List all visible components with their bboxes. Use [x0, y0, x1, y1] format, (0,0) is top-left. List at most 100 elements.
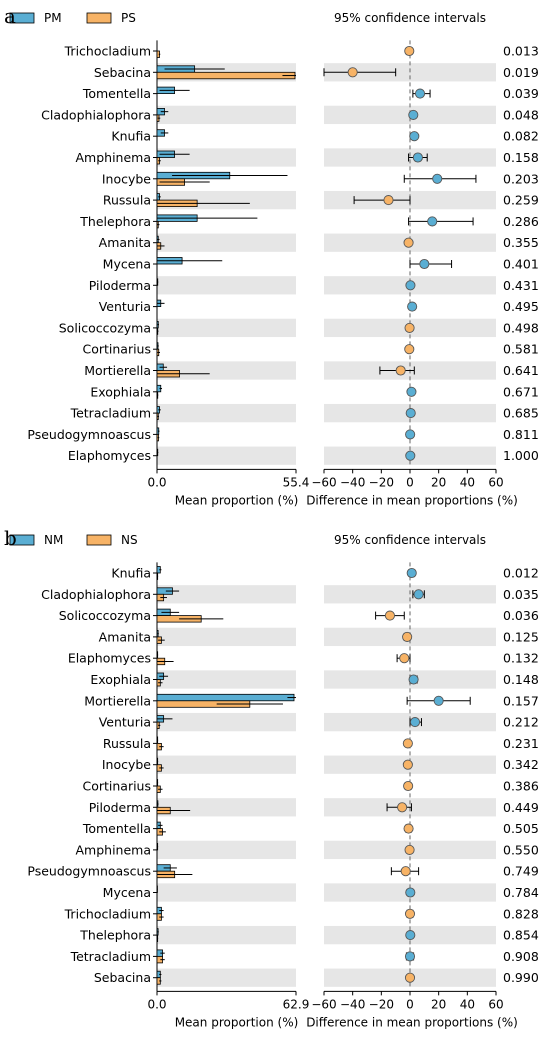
p-value: 0.148	[503, 672, 539, 687]
p-value: 0.259	[503, 193, 539, 208]
right-x-tick-label: 60	[488, 475, 503, 489]
ci-point-Exophiala	[408, 674, 419, 685]
row-stripe-left	[157, 798, 296, 817]
row-stripe-left	[157, 968, 296, 987]
p-value: 0.431	[503, 278, 539, 293]
category-label: Mycena	[103, 885, 151, 900]
p-value: 0.495	[503, 299, 539, 314]
panel-letter-b: b	[4, 526, 17, 550]
row-stripe-left	[157, 755, 296, 774]
row-stripe-left	[157, 446, 296, 465]
ci-point-Sebacina	[404, 972, 416, 983]
p-value: 0.550	[503, 842, 539, 857]
category-label: Sebacina	[94, 970, 151, 985]
panel-b: NM NS 95% confidence intervals 0.0 62.9 Mean …	[9, 533, 539, 1029]
row-stripe-left	[157, 925, 296, 945]
p-value: 0.039	[503, 86, 539, 101]
right-x-tick-label: 0	[406, 997, 414, 1011]
p-value: 0.013	[503, 44, 539, 59]
ci-point-Elaphomyces	[405, 450, 416, 461]
p-value: 0.854	[503, 928, 539, 943]
category-label: Exophiala	[90, 672, 151, 687]
ci-point-Solicoccozyma	[404, 322, 415, 333]
left-x-tick-label: 0.0	[147, 997, 166, 1011]
row-stripe-left	[157, 233, 296, 252]
ci-point-Pseudogymnoascus	[405, 429, 416, 440]
right-x-tick-label: 40	[460, 475, 475, 489]
p-value: 0.908	[503, 949, 539, 964]
right-x-tick-label: 20	[431, 997, 446, 1011]
panel-letter-a: a	[4, 4, 16, 28]
p-value: 0.505	[503, 821, 539, 836]
category-label: Cortinarius	[82, 779, 151, 794]
category-label: Pseudogymnoascus	[27, 864, 151, 879]
p-value: 0.035	[503, 587, 539, 602]
category-label: Trichocladium	[64, 906, 151, 921]
right-x-tick-label: 20	[431, 475, 446, 489]
bar-NM-Mortierella	[156, 693, 295, 702]
category-label: Russula	[103, 736, 151, 751]
category-label: Exophiala	[90, 384, 151, 399]
category-label: Tetracladium	[70, 406, 151, 421]
right-x-tick-label: −40	[340, 475, 365, 489]
category-label: Tetracladium	[70, 949, 151, 964]
p-value: 0.158	[503, 150, 539, 165]
right-x-axis-title: Difference in mean proportions (%)	[306, 1015, 518, 1029]
category-label: Venturia	[99, 299, 151, 314]
p-value: 0.641	[503, 363, 539, 378]
category-label: Pseudogymnoascus	[27, 427, 151, 442]
row-stripe-left	[157, 361, 296, 380]
p-value: 0.581	[503, 342, 539, 357]
ci-point-Russula	[383, 195, 394, 206]
ci-point-Cortinarius	[404, 344, 415, 355]
left-x-tick-label: 0.0	[147, 475, 166, 489]
category-label: Solicoccozyma	[59, 320, 151, 335]
left-x-tick-label: 62.9	[283, 997, 310, 1011]
row-stripe-left	[157, 840, 296, 860]
legend-label-NM: NM	[44, 533, 63, 547]
p-value: 0.784	[503, 885, 539, 900]
category-label: Piloderma	[89, 800, 151, 815]
right-x-tick-label: −40	[340, 997, 365, 1011]
ci-point-Tetracladium	[404, 951, 416, 962]
category-label: Thelephora	[79, 214, 151, 229]
category-label: Inocybe	[102, 757, 151, 772]
category-label: Piloderma	[89, 278, 151, 293]
ci-point-Tetracladium	[405, 408, 416, 419]
right-x-tick-label: 60	[488, 997, 503, 1011]
p-value: 1.000	[503, 448, 539, 463]
p-value: 0.342	[503, 757, 539, 772]
ci-point-Cladophialophora	[408, 109, 419, 120]
ci-point-Tomentella	[414, 88, 426, 99]
p-value: 0.355	[503, 235, 539, 250]
row-stripe-left	[157, 585, 296, 604]
ci-point-Amanita	[402, 631, 413, 642]
ci-point-Pseudogymnoascus	[400, 866, 411, 877]
p-value: 0.019	[503, 65, 539, 80]
category-label: Knufia	[111, 129, 151, 144]
ci-point-Solicoccozyma	[384, 610, 395, 621]
category-label: Mortierella	[84, 363, 151, 378]
legend-swatch-PS	[86, 12, 112, 24]
ci-point-Trichocladium	[404, 45, 415, 57]
category-label: Russula	[103, 193, 151, 208]
legend-label-PM: PM	[44, 11, 62, 25]
left-x-axis-title: Mean proportion (%)	[175, 1015, 299, 1029]
ci-title: 95% confidence intervals	[334, 533, 486, 547]
right-x-axis-title: Difference in mean proportions (%)	[306, 493, 518, 507]
p-value: 0.811	[503, 427, 539, 442]
category-label: Mycena	[103, 257, 151, 272]
ci-point-Mycena	[405, 887, 416, 898]
ci-point-Amphinema	[412, 152, 423, 163]
ci-point-Russula	[402, 738, 413, 749]
right-x-tick-label: −20	[369, 475, 394, 489]
right-x-tick-label: 40	[460, 997, 475, 1011]
ci-point-Inocybe	[402, 759, 413, 770]
ci-point-Mortierella	[433, 695, 444, 706]
p-value: 0.203	[503, 171, 539, 186]
p-value: 0.082	[503, 129, 539, 144]
legend-swatch-NM	[9, 534, 35, 546]
ci-point-Inocybe	[432, 173, 443, 184]
p-value: 0.449	[503, 800, 539, 815]
